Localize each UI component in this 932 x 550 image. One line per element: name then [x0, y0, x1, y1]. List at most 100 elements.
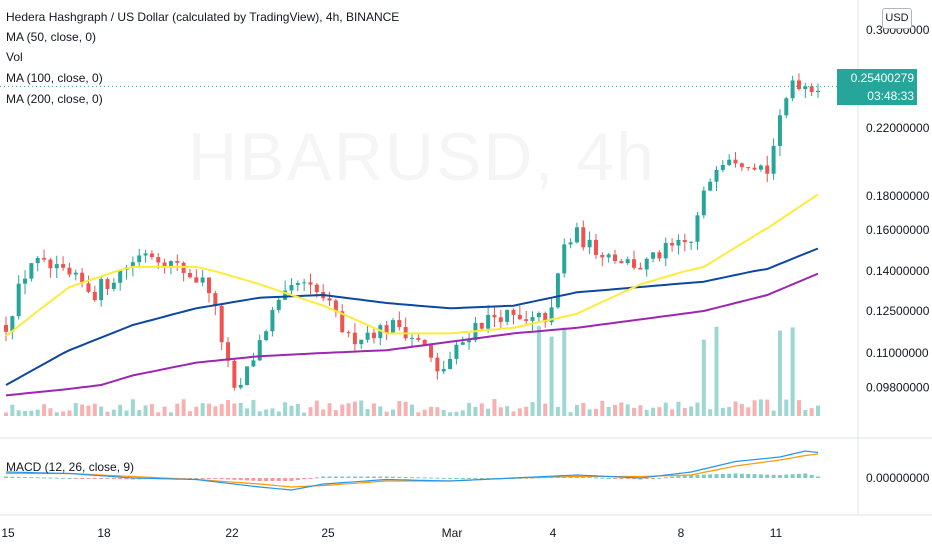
- legend-ma100[interactable]: MA (100, close, 0): [6, 71, 103, 85]
- macd-histogram-bar: [61, 477, 66, 479]
- candle-body: [245, 366, 250, 385]
- candle-body: [333, 300, 338, 312]
- volume-bar: [86, 405, 91, 416]
- candle-body: [295, 283, 300, 286]
- volume-bar: [340, 404, 345, 416]
- candle-body: [498, 317, 503, 322]
- volume-bar: [619, 402, 624, 416]
- volume-bar: [613, 404, 617, 416]
- legend-ma200[interactable]: MA (200, close, 0): [6, 92, 103, 106]
- macd-histogram-bar: [638, 478, 643, 480]
- volume-bar: [181, 399, 186, 416]
- macd-histogram-bar: [118, 478, 123, 480]
- macd-histogram-bar: [809, 475, 814, 478]
- candle-body: [118, 269, 123, 283]
- candle-body: [162, 262, 167, 268]
- macd-histogram-bar: [207, 478, 211, 479]
- macd-histogram-bar: [308, 478, 313, 479]
- candle-body: [213, 293, 218, 306]
- volume-bar: [200, 403, 205, 416]
- macd-histogram-bar: [295, 478, 300, 481]
- candle-body: [632, 259, 637, 268]
- macd-histogram-bar: [816, 476, 820, 478]
- volume-bar: [124, 410, 129, 416]
- candle-body: [739, 163, 744, 168]
- time-tick-label: 8: [678, 526, 685, 540]
- volume-bar: [657, 407, 662, 416]
- candle-body: [302, 282, 307, 284]
- volume-bar: [568, 412, 573, 416]
- volume-bar: [67, 410, 72, 416]
- macd-histogram-bar: [441, 477, 446, 479]
- macd-histogram-bar: [378, 476, 383, 478]
- macd-histogram-bar: [257, 478, 262, 481]
- volume-bar: [194, 406, 199, 416]
- macd-histogram-bar: [416, 477, 421, 479]
- macd-histogram-bar: [625, 478, 630, 479]
- candle-body: [384, 325, 389, 334]
- volume-bar: [175, 403, 180, 416]
- volume-bar: [371, 403, 376, 416]
- candle-body: [441, 368, 446, 372]
- legend-ma50[interactable]: MA (50, close, 0): [6, 30, 97, 44]
- volume-bar: [308, 407, 313, 416]
- candle-body: [670, 243, 675, 246]
- macd-histogram-bar: [435, 477, 440, 479]
- candle-body: [289, 285, 294, 291]
- volume-bar: [632, 407, 637, 416]
- candle-body: [714, 169, 719, 182]
- candle-body: [73, 272, 78, 275]
- volume-bar: [765, 399, 770, 416]
- candle-body: [257, 340, 262, 361]
- candle-body: [638, 267, 643, 270]
- macd-histogram-bar: [796, 473, 801, 478]
- volume-bar: [162, 406, 167, 416]
- candle-body: [593, 239, 598, 255]
- legend-volume[interactable]: Vol: [6, 50, 23, 64]
- macd-histogram-bar: [245, 478, 250, 481]
- volume-bar: [352, 401, 357, 416]
- candle-body: [695, 215, 700, 242]
- volume-bar: [606, 406, 611, 416]
- macd-histogram-bar: [790, 474, 795, 478]
- candle-body: [492, 314, 497, 318]
- volume-bar: [422, 409, 427, 416]
- macd-histogram-bar: [727, 473, 732, 478]
- volume-bar: [410, 404, 414, 416]
- legend-macd[interactable]: MACD (12, 26, close, 9): [6, 460, 135, 474]
- macd-histogram-bar: [403, 476, 408, 478]
- volume-bar: [644, 409, 649, 416]
- volume-bar: [486, 408, 491, 416]
- candle-body: [568, 242, 573, 245]
- candle-body: [390, 320, 395, 334]
- volume-bar: [581, 402, 586, 416]
- currency-button[interactable]: USD: [882, 8, 912, 29]
- macd-histogram-bar: [10, 476, 15, 478]
- macd-histogram-bar: [226, 478, 231, 480]
- candle-body: [517, 314, 522, 320]
- macd-histogram-bar: [752, 474, 757, 478]
- macd-histogram-bar: [651, 478, 656, 479]
- time-tick-label: 25: [321, 526, 335, 540]
- candle-body: [92, 291, 97, 301]
- macd-histogram-bar: [130, 478, 135, 480]
- macd-histogram-bar: [429, 477, 434, 479]
- volume-bar: [283, 402, 288, 416]
- macd-histogram-bar: [454, 478, 459, 479]
- macd-histogram-bar: [758, 474, 763, 478]
- candle-body: [796, 80, 801, 90]
- macd-histogram-bar: [397, 476, 402, 478]
- macd-histogram-bar: [422, 477, 427, 479]
- macd-histogram-bar: [29, 477, 34, 479]
- volume-bar: [562, 327, 567, 416]
- price-tick-label: 0.09800000: [866, 381, 930, 395]
- candle-body: [720, 164, 725, 170]
- candle-body: [238, 384, 243, 388]
- volume-bar: [473, 406, 478, 416]
- volume-bar: [625, 404, 630, 416]
- macd-histogram-bar: [314, 477, 319, 479]
- volume-bar: [549, 336, 554, 416]
- volume-bar: [714, 326, 719, 416]
